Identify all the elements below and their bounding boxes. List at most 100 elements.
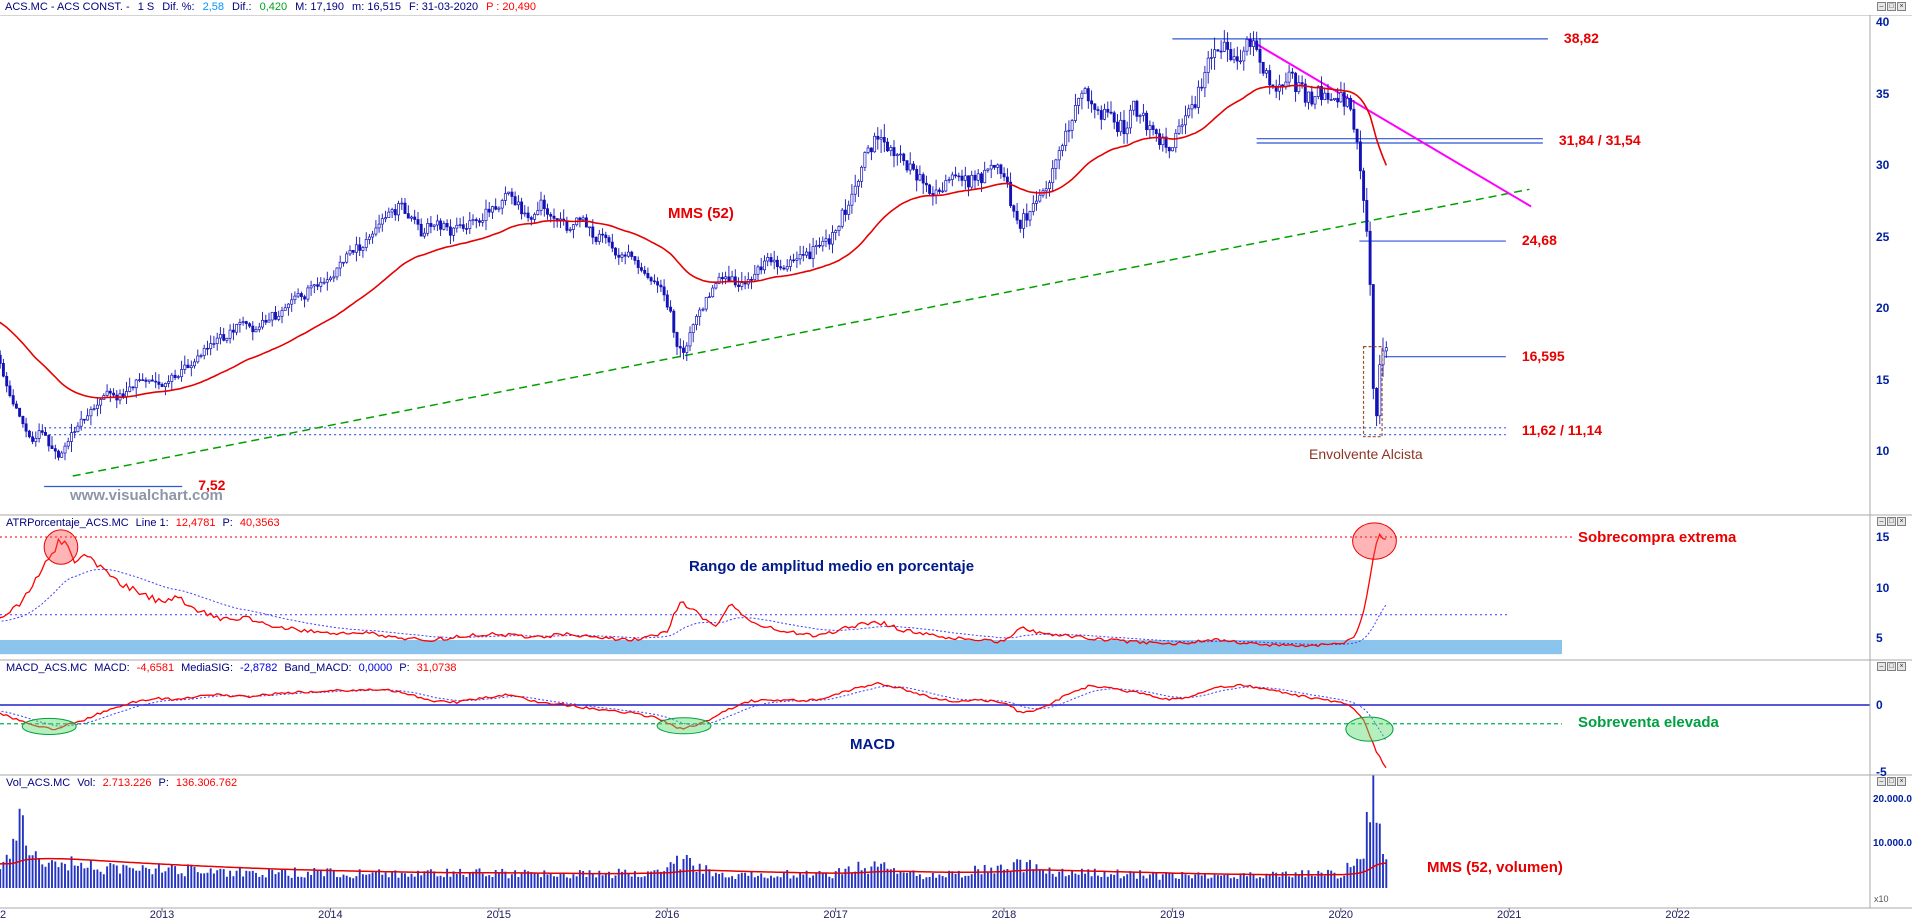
atr-highlight-ellipse xyxy=(43,529,79,565)
title-token: -4,6581 xyxy=(136,662,175,674)
vol-minimize-button[interactable]: – xyxy=(1877,777,1886,786)
price-level-label: 38,82 xyxy=(1563,29,1599,46)
atr-line xyxy=(0,532,1387,648)
atr-highlight-ellipse xyxy=(1352,522,1397,560)
macd-highlight-ellipse xyxy=(1345,716,1394,742)
volume-axis-tick: 20.000.00 xyxy=(1873,794,1912,805)
title-token: 0,0000 xyxy=(358,662,393,674)
mms52-line xyxy=(0,84,1388,399)
x-axis-year: 2018 xyxy=(991,909,1017,921)
envolvente-marker xyxy=(1362,346,1383,438)
title-token: 31,0738 xyxy=(416,662,457,674)
main-minimize-button[interactable]: – xyxy=(1877,2,1886,11)
title-token: MACD_ACS.MC xyxy=(6,662,88,674)
macd-minimize-button[interactable]: – xyxy=(1877,662,1886,671)
atr-close-button[interactable]: × xyxy=(1897,517,1906,526)
macd-highlight-ellipse xyxy=(656,717,712,735)
title-token: P: xyxy=(158,777,169,789)
vol-window-controls: – □ × xyxy=(1877,777,1906,786)
atr-panel-title: ATRPorcentaje_ACS.MC Line 1: 12,4781 P: 40,3… xyxy=(6,517,287,529)
atr-minimize-button[interactable]: – xyxy=(1877,517,1886,526)
atr-panel-layer xyxy=(0,522,1572,655)
price-axis-tick: 15 xyxy=(1876,372,1890,387)
title-token: 2.713.226 xyxy=(102,777,152,789)
macd-highlight-ellipse xyxy=(21,717,77,735)
title-token: -2,8782 xyxy=(240,662,278,674)
price-level-label: 7,52 xyxy=(198,477,226,494)
axis-exponent-marker: x10 xyxy=(1874,894,1889,904)
main-close-button[interactable]: × xyxy=(1897,2,1906,11)
x-axis-year: 2017 xyxy=(823,909,848,921)
title-token: Line 1: xyxy=(135,517,169,529)
price-level-label: 31,84 / 31,54 xyxy=(1558,131,1641,148)
title-token: Dif. %: xyxy=(162,1,195,13)
macd-panel-title: MACD_ACS.MC MACD: -4,6581 MediaSIG: -2,8782 B… xyxy=(6,662,463,674)
overbought-label: Sobrecompra extrema xyxy=(1578,529,1737,546)
atr-description-label: Rango de amplitud medio en porcentaje xyxy=(689,558,975,575)
title-token: Vol_ACS.MC xyxy=(6,777,71,789)
price-axis-tick: 20 xyxy=(1876,301,1890,315)
atr-average-line xyxy=(0,568,1387,645)
uptrend-support-line xyxy=(72,188,1530,477)
title-token: P: xyxy=(222,517,233,529)
x-axis-year: 2016 xyxy=(654,909,680,921)
title-token: P : 20,490 xyxy=(486,1,537,13)
x-axis-year: 2014 xyxy=(318,909,343,921)
title-token: 1 S xyxy=(137,1,155,13)
price-level-label: 24,68 xyxy=(1521,232,1557,249)
title-token: P: xyxy=(399,662,410,674)
volume-axis-tick: 10.000.00 xyxy=(1873,838,1912,849)
title-token: 136.306.762 xyxy=(175,777,238,789)
title-token: 40,3563 xyxy=(239,517,280,529)
volume-mms-label: MMS (52, volumen) xyxy=(1427,859,1563,876)
volume-bars xyxy=(0,775,1388,888)
x-axis-year-partial: 2 xyxy=(0,909,7,921)
price-level-label: 16,595 xyxy=(1521,347,1565,364)
title-token: 12,4781 xyxy=(175,517,216,529)
macd-close-button[interactable]: × xyxy=(1897,662,1906,671)
atr-axis-tick: 5 xyxy=(1876,631,1883,645)
volume-panel-title: Vol_ACS.MC Vol: 2.713.226 P: 136.306.762 xyxy=(6,777,244,789)
title-token: F: 31-03-2020 xyxy=(408,1,479,13)
atr-band xyxy=(0,640,1562,655)
macd-line xyxy=(0,681,1387,769)
title-token: MediaSIG: xyxy=(181,662,234,674)
visualchart-watermark: www.visualchart.com xyxy=(70,487,223,504)
vol-maximize-button[interactable]: □ xyxy=(1887,777,1896,786)
main-chart-title: ACS.MC - ACS CONST. - 1 S Dif. %: 2,58 Dif.:… xyxy=(0,0,1912,15)
vol-close-button[interactable]: × xyxy=(1897,777,1906,786)
price-axis-tick: 25 xyxy=(1876,229,1890,244)
price-axis-tick: 30 xyxy=(1876,158,1890,172)
x-axis-year: 2013 xyxy=(149,909,175,921)
title-token: MACD: xyxy=(94,662,130,674)
volume-mms-line xyxy=(0,857,1387,876)
x-axis-year: 2022 xyxy=(1665,909,1690,921)
oversold-label: Sobreventa elevada xyxy=(1578,714,1719,731)
title-token: 0,420 xyxy=(259,1,288,13)
title-token: M: 17,190 xyxy=(295,1,345,13)
main-maximize-button[interactable]: □ xyxy=(1887,2,1896,11)
mms52-label: MMS (52) xyxy=(668,205,734,222)
title-token: ACS.MC - ACS CONST. - xyxy=(5,1,130,13)
atr-maximize-button[interactable]: □ xyxy=(1887,517,1896,526)
price-axis-tick: 40 xyxy=(1876,15,1890,29)
x-axis-year: 2021 xyxy=(1496,909,1522,921)
macd-axis-tick: 0 xyxy=(1876,698,1883,712)
title-token: m: 16,515 xyxy=(352,1,401,13)
title-token: ATRPorcentaje_ACS.MC xyxy=(6,517,129,529)
price-level-label: 11,62 / 11,14 xyxy=(1521,422,1603,439)
title-token: Band_MACD: xyxy=(284,662,352,674)
main-window-controls: – □ × xyxy=(1877,2,1906,11)
macd-maximize-button[interactable]: □ xyxy=(1887,662,1896,671)
macd-axis-tick: -5 xyxy=(1876,765,1887,779)
x-axis-year: 2020 xyxy=(1328,909,1354,921)
macd-indicator-label: MACD xyxy=(850,736,895,753)
price-axis-tick: 10 xyxy=(1876,444,1890,458)
price-axis-tick: 35 xyxy=(1876,86,1890,101)
x-axis-year: 2015 xyxy=(486,909,512,921)
envolvente-alcista-label: Envolvente Alcista xyxy=(1309,446,1423,462)
title-token: Dif.: xyxy=(232,1,252,13)
atr-axis-tick: 10 xyxy=(1876,580,1890,595)
